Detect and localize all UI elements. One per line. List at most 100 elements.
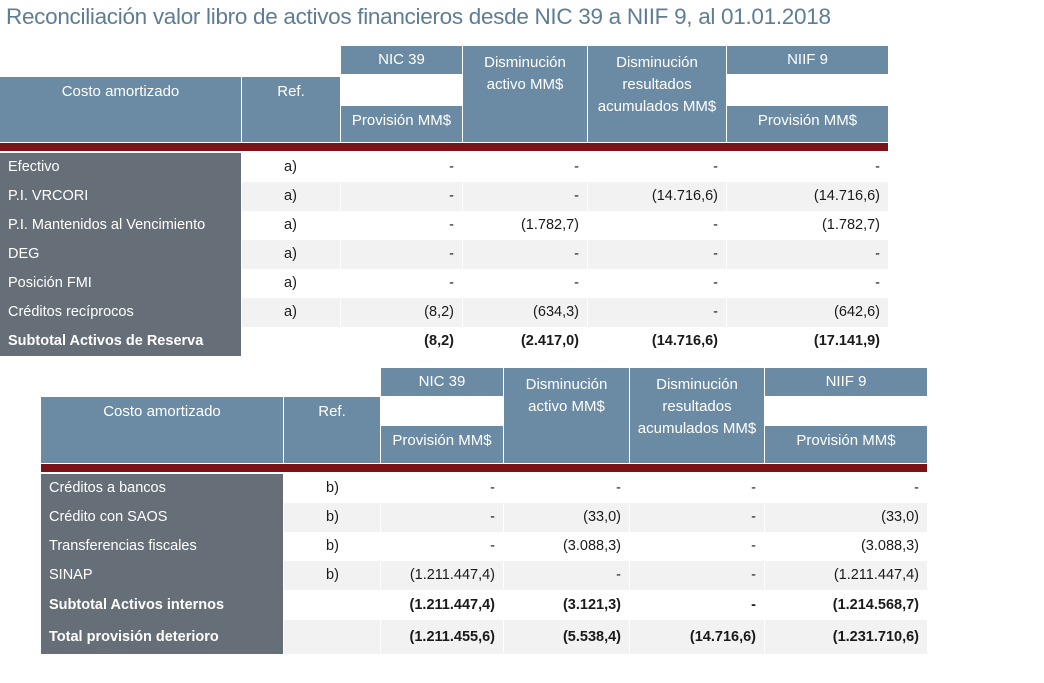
header-disminucion-resultados: Disminución resultados acumulados MM$	[630, 368, 764, 463]
cell-dis-activo: -	[616, 480, 621, 496]
cell-label: Posición FMI	[0, 269, 241, 298]
header-disminucion-activo: Disminución activo MM$	[463, 46, 587, 142]
cell-dis-activo: (3.088,3)	[562, 538, 621, 554]
cell-label: Efectivo	[0, 153, 241, 182]
cell-niif9: -	[914, 480, 919, 496]
cell-dis-activo: -	[574, 159, 579, 175]
cell-niif9: (14.716,6)	[727, 182, 888, 211]
cell-dis-result: (14.716,6)	[651, 333, 718, 349]
table-row: Transferencias fiscales b) - (3.088,3) - (3.0…	[41, 532, 927, 561]
cell-dis-result: -	[713, 159, 718, 175]
cell-dis-result: (14.716,6)	[588, 182, 726, 211]
cell-label: DEG	[0, 240, 241, 269]
header-niif9-provision: Provisión MM$	[727, 106, 888, 142]
table-row: Créditos a bancos b) - - - -	[41, 474, 927, 503]
cell-dis-result: -	[751, 597, 756, 613]
cell-dis-result: -	[630, 503, 764, 532]
group-header-nic39: NIC 39	[381, 368, 503, 396]
cell-dis-activo: -	[463, 240, 587, 269]
subtotal-row: Total provisión deterioro (1.211.455,6) (5…	[41, 620, 927, 654]
cell-niif9: (17.141,9)	[813, 333, 880, 349]
cell-nic39: -	[490, 480, 495, 496]
cell-label: P.I. Mantenidos al Vencimiento	[0, 211, 241, 240]
cell-nic39: -	[449, 159, 454, 175]
cell-niif9: (33,0)	[765, 503, 927, 532]
cell-ref	[242, 327, 340, 356]
reconciliation-table-internal-assets: NIC 39 NIIF 9 Costo amortizado Ref. Provisió…	[41, 368, 927, 658]
header-disminucion-activo: Disminución activo MM$	[504, 368, 629, 463]
subtotal-row: Subtotal Activos internos (1.211.447,4) (3…	[41, 590, 927, 620]
table-row: Posición FMI a) - - - -	[0, 269, 888, 298]
cell-ref: a)	[242, 240, 340, 269]
group-header-niif9: NIIF 9	[765, 368, 927, 396]
cell-ref: a)	[284, 217, 297, 233]
table-row: P.I. VRCORI a) - - (14.716,6) (14.716,6)	[0, 182, 888, 211]
table-row: P.I. Mantenidos al Vencimiento a) - (1.782,…	[0, 211, 888, 240]
header-divider-bar	[0, 143, 888, 151]
cell-label: P.I. VRCORI	[0, 182, 241, 211]
cell-niif9: (1.231.710,6)	[765, 620, 927, 654]
cell-niif9: -	[727, 240, 888, 269]
header-divider-bar	[41, 464, 927, 472]
cell-ref: b)	[326, 480, 339, 496]
cell-niif9: -	[875, 275, 880, 291]
reconciliation-table-reserve-assets: NIC 39 NIIF 9 Costo amortizado Ref. Provisió…	[0, 46, 888, 358]
cell-niif9: (1.782,7)	[821, 217, 880, 233]
header-nic39-provision: Provisión MM$	[381, 426, 503, 463]
cell-ref: b)	[326, 538, 339, 554]
cell-dis-result: -	[588, 240, 726, 269]
cell-label: Total provisión deterioro	[41, 620, 283, 654]
cell-nic39: -	[449, 275, 454, 291]
cell-niif9: (1.214.568,7)	[832, 597, 919, 613]
cell-nic39: (1.211.447,4)	[409, 597, 495, 613]
cell-dis-result: -	[713, 217, 718, 233]
cell-nic39: -	[341, 182, 462, 211]
cell-dis-result: (14.716,6)	[630, 620, 764, 654]
cell-ref: a)	[242, 298, 340, 327]
header-nic39-provision: Provisión MM$	[341, 106, 462, 142]
cell-nic39: -	[341, 240, 462, 269]
cell-niif9: (3.088,3)	[860, 538, 919, 554]
subtotal-row: Subtotal Activos de Reserva (8,2) (2.417,0…	[0, 327, 888, 356]
cell-dis-activo: (1.782,7)	[520, 217, 579, 233]
cell-label: Créditos a bancos	[41, 474, 283, 503]
header-niif9-provision: Provisión MM$	[765, 426, 927, 463]
header-costo-amortizado: Costo amortizado	[41, 397, 283, 463]
cell-dis-result: -	[751, 480, 756, 496]
cell-nic39: -	[381, 503, 503, 532]
cell-dis-activo: (2.417,0)	[520, 333, 579, 349]
header-costo-amortizado: Costo amortizado	[0, 77, 241, 142]
cell-niif9: (642,6)	[727, 298, 888, 327]
group-header-nic39: NIC 39	[341, 46, 462, 74]
cell-dis-result: -	[630, 561, 764, 590]
cell-nic39: -	[449, 217, 454, 233]
group-header-niif9: NIIF 9	[727, 46, 888, 74]
cell-dis-activo: (5.538,4)	[504, 620, 629, 654]
cell-ref: b)	[284, 503, 380, 532]
cell-dis-activo: -	[574, 275, 579, 291]
cell-dis-result: -	[713, 275, 718, 291]
table-row: SINAP b) (1.211.447,4) - - (1.211.447,4)	[41, 561, 927, 590]
cell-dis-result: -	[751, 538, 756, 554]
cell-ref: a)	[284, 159, 297, 175]
cell-nic39: -	[490, 538, 495, 554]
cell-dis-activo: -	[504, 561, 629, 590]
cell-dis-result: -	[588, 298, 726, 327]
cell-ref	[284, 620, 380, 654]
cell-label: Subtotal Activos de Reserva	[0, 327, 241, 356]
cell-dis-activo: -	[463, 182, 587, 211]
cell-ref: a)	[242, 182, 340, 211]
cell-niif9: -	[875, 159, 880, 175]
cell-nic39: (8,2)	[424, 333, 454, 349]
cell-nic39: (1.211.455,6)	[381, 620, 503, 654]
table-row: Créditos recíprocos a) (8,2) (634,3) - (642,6…	[0, 298, 888, 327]
cell-nic39: (1.211.447,4)	[381, 561, 503, 590]
cell-label: SINAP	[41, 561, 283, 590]
header-disminucion-resultados: Disminución resultados acumulados MM$	[588, 46, 726, 142]
cell-niif9: (1.211.447,4)	[765, 561, 927, 590]
cell-dis-activo: (634,3)	[463, 298, 587, 327]
table-row: DEG a) - - - -	[0, 240, 888, 269]
cell-nic39: (8,2)	[341, 298, 462, 327]
cell-ref: b)	[284, 561, 380, 590]
cell-dis-activo: (33,0)	[504, 503, 629, 532]
